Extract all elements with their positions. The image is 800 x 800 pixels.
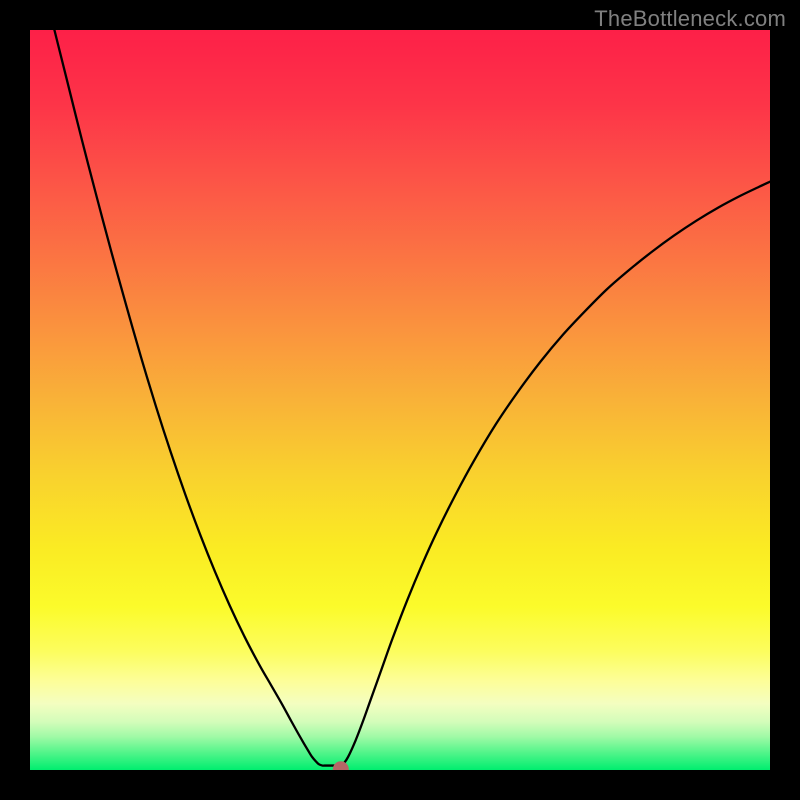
gradient-background (30, 30, 770, 770)
chart-frame: TheBottleneck.com (0, 0, 800, 800)
watermark-text: TheBottleneck.com (594, 6, 786, 32)
bottleneck-chart (0, 0, 800, 800)
